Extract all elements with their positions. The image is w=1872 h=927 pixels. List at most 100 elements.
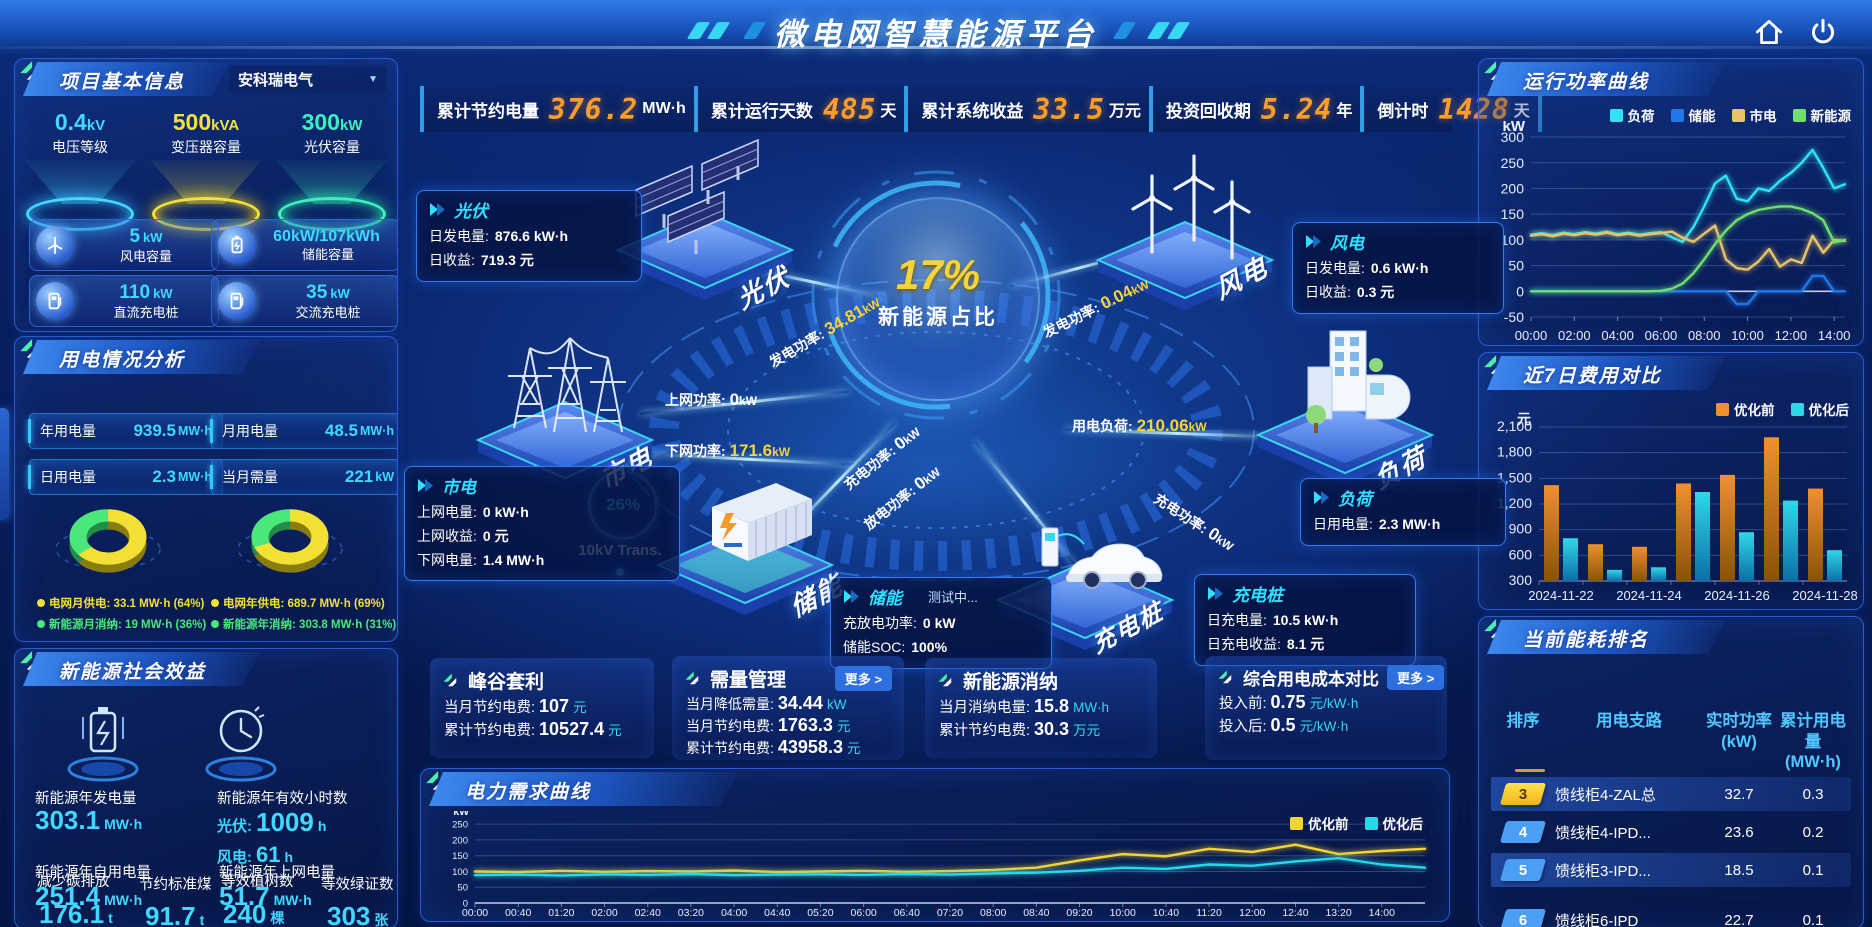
- page-title: 微电网智慧能源平台: [774, 17, 1098, 52]
- home-icon[interactable]: [1752, 15, 1786, 49]
- ranking-row[interactable]: 6 馈线柜6-IPD 22.7 0.1: [1491, 903, 1851, 927]
- card-demand-mgmt: 需量管理 更多 > 当月降低需量: 34.44 kW 当月节约电费: 1763.3 元 …: [672, 656, 904, 760]
- card-corner-icon: [1218, 670, 1232, 683]
- svg-text:01:20: 01:20: [548, 907, 574, 919]
- svg-text:12:00: 12:00: [1239, 907, 1265, 919]
- yearly-usage-stat: 年用电量 939.5 MW·h: [28, 413, 223, 449]
- panel-title: 运行功率曲线: [1523, 72, 1650, 93]
- kpi-system-revenue: 累计系统收益 33.5 万元: [904, 86, 1148, 132]
- svg-text:13:20: 13:20: [1325, 907, 1351, 919]
- svg-text:06:00: 06:00: [850, 907, 876, 919]
- rank-badge: 5: [1499, 859, 1547, 881]
- ranking-row[interactable]: 4 馈线柜4-IPD... 23.6 0.2: [1491, 815, 1851, 849]
- hours-label: 新能源年有效小时数: [217, 791, 348, 807]
- svg-text:10:00: 10:00: [1731, 328, 1764, 343]
- generation-pedestal-icon: [67, 707, 139, 782]
- pv-hours-value: 光伏: 1009 h: [217, 807, 327, 837]
- panel-cost-compare: 近7日费用对比 优化前 优化后 元 2,100 1,800 1,500 1,200 900 6…: [1478, 352, 1864, 610]
- certs-value: 303 张: [327, 901, 389, 927]
- legend-newenergy-year: 新能源年消纳: 303.8 MW·h (31%): [211, 616, 396, 632]
- light-cone: [150, 160, 262, 204]
- monthly-energy-donut-chart: [55, 509, 161, 573]
- legend-grid-year: 电网年供电: 689.7 MW·h (69%): [211, 595, 385, 611]
- panel-title: 当前能耗排名: [1523, 630, 1650, 651]
- power-curve-legend[interactable]: 负荷 储能 市电 新能源: [1594, 105, 1851, 125]
- chevron-down-icon: ▼: [368, 74, 378, 85]
- panel-header-bar: [1487, 62, 1725, 96]
- svg-text:300: 300: [1501, 129, 1525, 145]
- cost-legend[interactable]: 优化前 优化后: [1700, 399, 1849, 419]
- demand-more-button[interactable]: 更多 >: [834, 666, 892, 691]
- grid-export-label: 新能源年上网电量: [219, 865, 335, 881]
- svg-text:200: 200: [1501, 180, 1525, 196]
- svg-text:1,500: 1,500: [1497, 469, 1532, 485]
- company-select[interactable]: 安科瑞电气 ▼: [229, 66, 387, 93]
- storage-node[interactable]: [650, 445, 840, 620]
- co2-label: 减少碳排放: [37, 874, 110, 890]
- demand-legend[interactable]: 优化前 优化后: [1274, 813, 1423, 833]
- svg-text:2,100: 2,100: [1497, 418, 1532, 434]
- legend-newenergy-month: 新能源月消纳: 19 MW·h (36%): [37, 616, 206, 632]
- svg-text:kW: kW: [453, 811, 469, 818]
- panel-power-curve: 运行功率曲线 负荷 储能 市电 新能源 kW 300 250 200 150 100 50 0 -50…: [1478, 58, 1864, 346]
- trees-value: 240 棵: [223, 899, 285, 927]
- panel-title: 近7日费用对比: [1523, 366, 1662, 387]
- arrow-icon: [1314, 491, 1329, 504]
- svg-text:06:40: 06:40: [894, 907, 920, 919]
- svg-text:12:40: 12:40: [1282, 907, 1308, 919]
- svg-text:2024-11-22: 2024-11-22: [1528, 588, 1594, 603]
- pv-node[interactable]: [610, 130, 800, 305]
- storage-info-box: 储能 测试中... 充放电功率: 0 kW 储能SOC: 100%: [830, 577, 1052, 669]
- svg-text:00:00: 00:00: [1515, 328, 1548, 343]
- load-node[interactable]: [1250, 315, 1440, 490]
- svg-text:03:20: 03:20: [678, 907, 704, 919]
- panel-header-bar: [23, 340, 260, 374]
- svg-text:00:00: 00:00: [462, 907, 488, 919]
- card-corner-icon: [685, 671, 699, 684]
- svg-text:900: 900: [1509, 521, 1533, 537]
- svg-text:200: 200: [452, 835, 468, 846]
- pv-info-box: 光伏 日发电量: 876.6 kW·h 日收益: 719.3 元: [416, 190, 642, 282]
- arrow-icon: [1306, 235, 1321, 248]
- svg-text:2024-11-26: 2024-11-26: [1704, 588, 1770, 603]
- coal-label: 节约标准煤: [139, 877, 212, 893]
- svg-text:-50: -50: [1504, 309, 1524, 325]
- kpi-saved-energy: 累计节约电量 376.2 MW·h: [420, 86, 694, 132]
- ranking-table-header: 排序 用电支路 实时功率 (kW) 累计用电量 (MW·h): [1506, 712, 1847, 772]
- legend-grid-month: 电网月供电: 33.1 MW·h (64%): [37, 595, 204, 611]
- power-icon[interactable]: [1806, 15, 1840, 49]
- panel-title: 电力需求曲线: [465, 782, 592, 803]
- svg-text:00:40: 00:40: [505, 907, 531, 919]
- wind-turbine-icon: [36, 226, 74, 264]
- svg-text:02:40: 02:40: [635, 907, 661, 919]
- ranking-row[interactable]: 5 馈线柜3-IPD... 18.5 0.1: [1491, 853, 1851, 887]
- daily-usage-stat: 日用电量 2.3 MW·h: [28, 459, 223, 495]
- ranking-row[interactable]: 3 馈线柜4-ZAL总 32.7 0.3: [1491, 777, 1851, 811]
- svg-text:04:00: 04:00: [1601, 328, 1634, 343]
- svg-text:300: 300: [1509, 572, 1533, 588]
- svg-text:100: 100: [1501, 232, 1525, 248]
- svg-text:1,800: 1,800: [1497, 444, 1532, 460]
- flow-grid-export: 上网功率: 0kW: [665, 390, 758, 409]
- svg-text:250: 250: [452, 820, 468, 831]
- svg-text:09:20: 09:20: [1066, 907, 1092, 919]
- kpi-payback-period: 投资回收期 5.24 年: [1148, 86, 1360, 132]
- company-select-value: 安科瑞电气: [238, 72, 314, 89]
- arrow-icon: [418, 479, 433, 492]
- card-corner-icon: [443, 673, 457, 686]
- monthly-usage-stat: 月用电量 48.5 MW·h: [210, 413, 397, 449]
- self-use-value: 251.4 MW·h: [35, 881, 143, 911]
- panel-header-bar: [23, 652, 260, 686]
- svg-text:600: 600: [1509, 546, 1533, 562]
- panel-title: 新能源社会效益: [59, 662, 207, 683]
- left-collapse-handle[interactable]: [0, 408, 9, 520]
- svg-text:2024-11-28: 2024-11-28: [1792, 588, 1858, 603]
- svg-text:50: 50: [1508, 258, 1524, 274]
- share-value: 17%: [895, 251, 981, 298]
- wind-node[interactable]: [1090, 140, 1280, 315]
- light-cone: [24, 160, 136, 204]
- svg-text:50: 50: [457, 883, 468, 894]
- storage-capacity-card: 60kW/107kWh 储能容量: [211, 219, 397, 271]
- ac-charger-icon: [218, 282, 256, 320]
- cost-more-button[interactable]: 更多 >: [1387, 665, 1445, 690]
